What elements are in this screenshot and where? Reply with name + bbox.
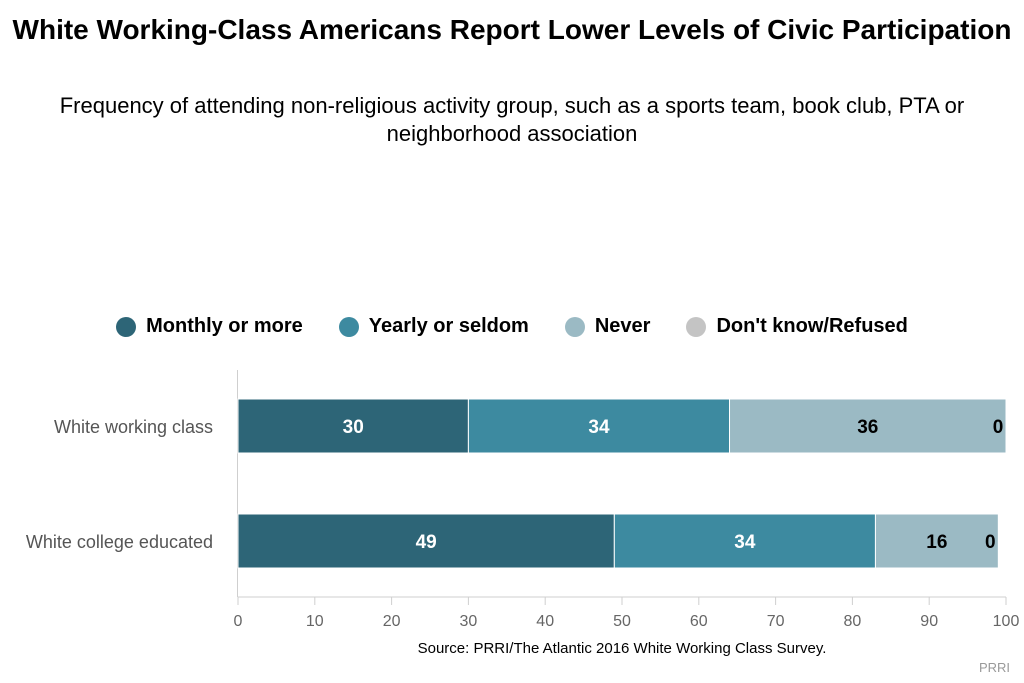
legend-item: Never [564, 315, 651, 338]
legend-swatch [686, 316, 707, 337]
legend-label: Don't know/Refused [716, 315, 908, 337]
data-label: 36 [857, 417, 878, 438]
data-label: 30 [343, 417, 364, 438]
x-tick-label: 60 [690, 613, 708, 630]
legend-label: Yearly or seldom [368, 315, 529, 337]
category-label: White working class [54, 417, 213, 437]
legend-label: Never [594, 315, 651, 337]
x-tick-label: 90 [920, 613, 938, 630]
x-tick-label: 50 [613, 613, 631, 630]
data-label: 34 [588, 417, 610, 438]
data-label: 34 [734, 532, 756, 553]
source-note: Source: PRRI/The Atlantic 2016 White Wor… [417, 640, 827, 657]
bar-segment [874, 513, 999, 569]
x-tick-label: 30 [460, 613, 478, 630]
legend-swatch [116, 316, 137, 337]
x-tick-label: 80 [844, 613, 862, 630]
chart-subtitle: Frequency of attending non-religious act… [59, 93, 965, 146]
x-tick-label: 10 [306, 613, 324, 630]
legend-swatch [338, 316, 359, 337]
legend-item: Yearly or seldom [338, 315, 529, 338]
legend-swatch [564, 316, 585, 337]
chart-title: White Working-Class Americans Report Low… [12, 14, 1012, 45]
category-label: White college educated [26, 532, 213, 552]
credit-label: PRRI [978, 660, 1010, 675]
bar-segment [237, 513, 615, 569]
x-tick-label: 40 [536, 613, 554, 630]
bar-segment [467, 398, 731, 454]
data-label: 0 [985, 532, 996, 553]
x-tick-label: 20 [383, 613, 401, 630]
data-label: 49 [416, 532, 437, 553]
x-tick-label: 0 [234, 613, 243, 630]
legend-item: Monthly or more [116, 315, 303, 338]
legend-item: Don't know/Refused [686, 315, 908, 338]
x-tick-label: 70 [767, 613, 785, 630]
chart-legend: Monthly or more Yearly or seldom Never Don'… [0, 315, 1024, 338]
data-label: 0 [993, 417, 1004, 438]
bar-segment [729, 398, 1007, 454]
x-tick-label: 100 [993, 613, 1020, 630]
legend-label: Monthly or more [146, 315, 303, 337]
data-label: 16 [926, 532, 947, 553]
